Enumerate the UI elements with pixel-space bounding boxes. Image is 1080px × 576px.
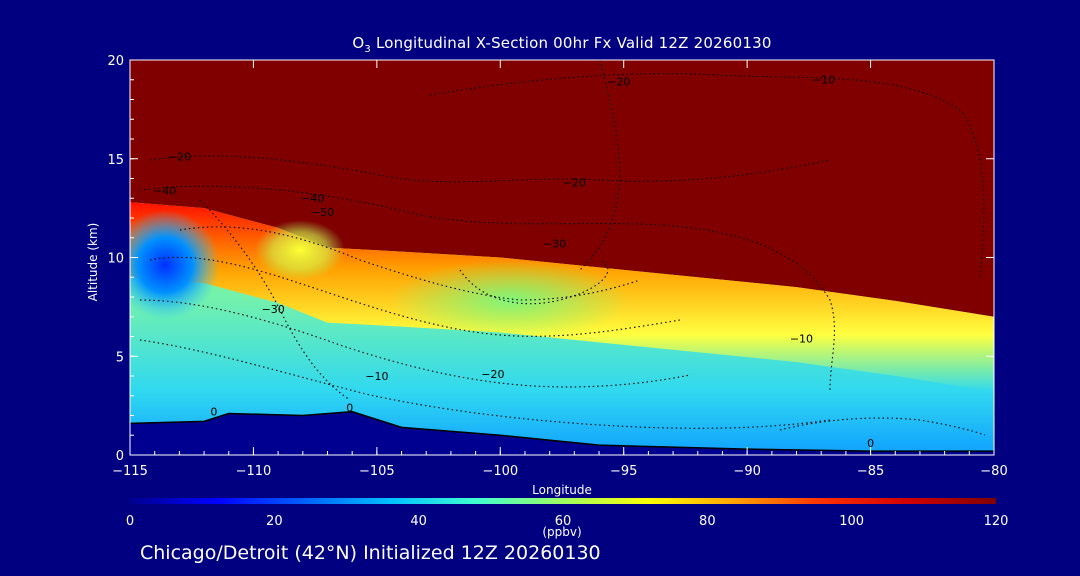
contour-label: −10 bbox=[812, 74, 835, 87]
x-tick-label: −80 bbox=[980, 464, 1007, 479]
y-tick-label: 20 bbox=[107, 54, 124, 69]
x-tick-label: −90 bbox=[733, 464, 760, 479]
contour-label: −10 bbox=[790, 332, 813, 345]
colorbar: 0 20 40 60 80 100 120 (ppbv) bbox=[126, 498, 1009, 539]
x-axis: −115 −110 −105 −100 −95 −90 −85 −80 bbox=[112, 60, 1008, 479]
contour-label: 0 bbox=[867, 437, 874, 450]
x-tick-label: −115 bbox=[112, 464, 148, 479]
contour-label: −40 bbox=[153, 184, 176, 197]
contour-label: −30 bbox=[543, 238, 566, 251]
colorbar-tick-label: 60 bbox=[555, 514, 572, 529]
contour-labels: −20−40−40−50−30−100 0−20−20−30−20 −10−100 bbox=[153, 74, 874, 450]
contour-label: 0 bbox=[210, 406, 217, 419]
contour-label: −20 bbox=[481, 368, 504, 381]
y-axis: 0 5 10 15 20 bbox=[107, 54, 994, 464]
y-axis-label: Altitude (km) bbox=[86, 223, 100, 302]
terrain-region bbox=[130, 411, 994, 455]
colorbar-tick-label: 80 bbox=[699, 514, 716, 529]
x-tick-label: −95 bbox=[610, 464, 637, 479]
x-tick-label: −85 bbox=[857, 464, 884, 479]
contour-label: −40 bbox=[301, 192, 324, 205]
x-tick-label: −110 bbox=[236, 464, 272, 479]
contour-label: −20 bbox=[168, 151, 191, 164]
x-tick-label: −100 bbox=[482, 464, 518, 479]
colorbar-tick-label: 20 bbox=[266, 514, 283, 529]
y-tick-label: 5 bbox=[116, 350, 124, 365]
contour-label: 0 bbox=[346, 402, 353, 415]
contour-label: −50 bbox=[311, 206, 334, 219]
contour-lines bbox=[139, 60, 986, 436]
chart-title: O3 Longitudinal X-Section 00hr Fx Valid … bbox=[352, 34, 772, 55]
contour-label: −20 bbox=[607, 76, 630, 89]
colorbar-tick-label: 40 bbox=[410, 514, 427, 529]
heatmap-field bbox=[130, 60, 994, 455]
colorbar-tick-label: 120 bbox=[984, 514, 1009, 529]
x-tick-label: −105 bbox=[359, 464, 395, 479]
terrain-contour bbox=[130, 410, 994, 452]
y-tick-label: 15 bbox=[107, 153, 124, 168]
low-ozone-core bbox=[130, 210, 220, 320]
y-tick-label: 10 bbox=[107, 252, 124, 267]
colorbar-gradient bbox=[130, 498, 996, 504]
x-axis-label: Longitude bbox=[532, 483, 592, 497]
mid-ozone-band bbox=[390, 260, 630, 340]
high-ozone-pocket bbox=[255, 220, 345, 280]
footer-caption: Chicago/Detroit (42°N) Initialized 12Z 2… bbox=[140, 542, 601, 564]
colorbar-label: (ppbv) bbox=[542, 525, 581, 539]
colorbar-ticks: 0 20 40 60 80 100 120 bbox=[126, 514, 1009, 529]
contour-label: −30 bbox=[262, 303, 285, 316]
contour-label: −10 bbox=[365, 370, 388, 383]
colorbar-tick-label: 100 bbox=[839, 514, 864, 529]
contour-label: −20 bbox=[563, 176, 586, 189]
colorbar-tick-label: 0 bbox=[126, 514, 134, 529]
y-tick-label: 0 bbox=[116, 449, 124, 464]
